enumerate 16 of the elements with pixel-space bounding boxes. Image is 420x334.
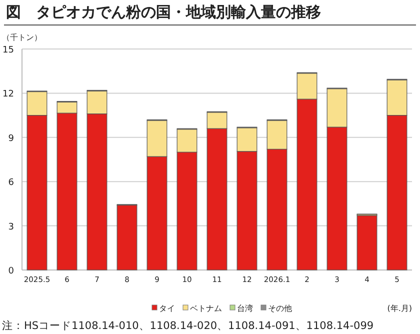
y-tick-label: 6 — [8, 178, 14, 188]
y-tick-label: 15 — [2, 46, 14, 56]
y-axis-title: （千トン） — [2, 33, 42, 42]
legend-label: タイ — [159, 304, 175, 313]
legend-label: ベトナム — [190, 304, 222, 313]
y-tick-label: 12 — [2, 90, 14, 100]
bar — [356, 215, 378, 270]
legend-label: 台湾 — [237, 304, 253, 313]
x-axis-title: (年.月) — [387, 304, 412, 313]
bar — [116, 204, 138, 270]
y-tick-label: 3 — [8, 222, 14, 232]
y-tick-label: 9 — [8, 134, 14, 144]
y-tick-label: 0 — [8, 266, 14, 276]
legend-label: その他 — [268, 304, 292, 313]
chart-title: 図 タピオカでん粉の国・地域別輸入量の推移 — [6, 3, 321, 21]
text: 注：HSコード1108.14-010、1108.14-020、1108.14-091、1108.14-099 — [2, 319, 374, 332]
